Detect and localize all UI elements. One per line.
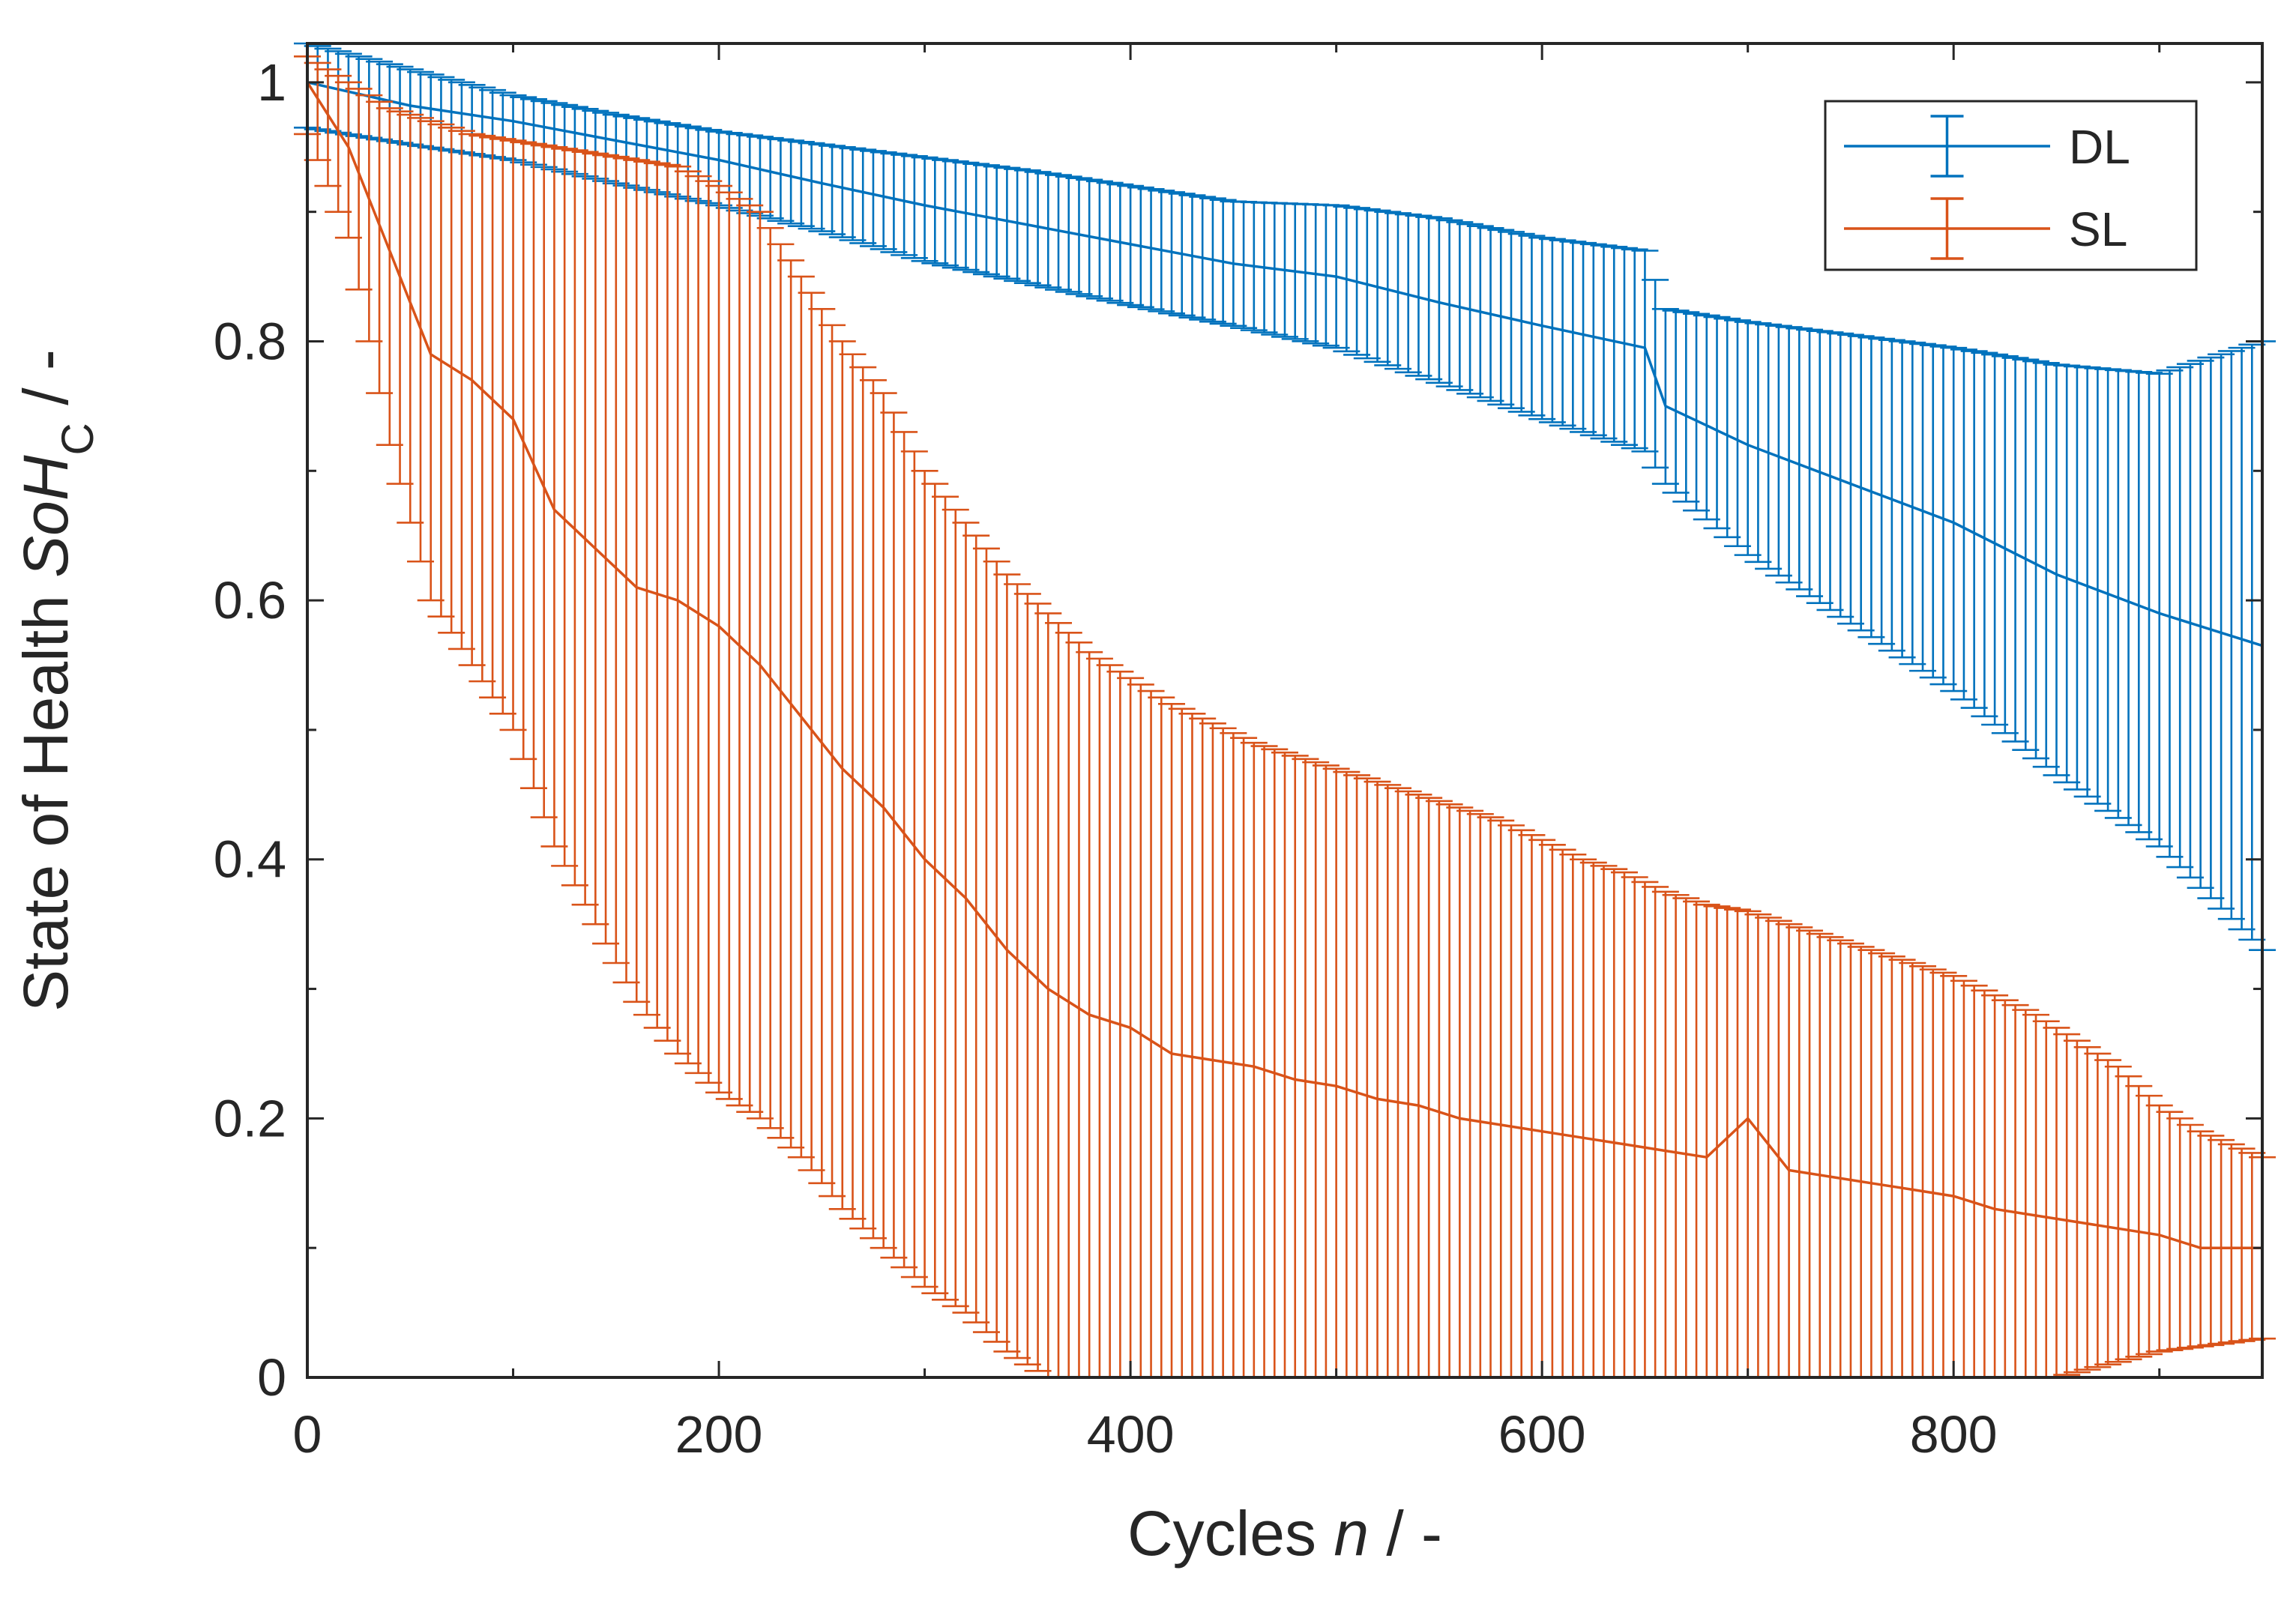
y-tick-label-1: 0.2 [214,1089,286,1147]
legend-swatch-dl [1844,115,2050,178]
y-tick-label-4: 0.8 [214,312,286,370]
series-sl-errorbars [294,55,2276,1379]
axes-ticks: 0 200 400 600 800 0 0.2 0.4 0.6 0.8 1 [214,43,2262,1464]
y-tick-label-0: 0 [257,1348,286,1407]
legend-label-dl: DL [2069,120,2130,174]
series-dl-line [307,81,2263,647]
x-tick-label-0: 0 [293,1405,322,1464]
x-tick-label-3: 600 [1498,1405,1586,1464]
legend-box [1824,100,2198,271]
y-tick-label-3: 0.6 [214,571,286,630]
legend: DL SL [1824,100,2198,271]
series-sl [294,55,2276,1379]
legend-entry-sl: SL [1844,197,2127,260]
legend-entry-dl: DL [1844,115,2130,178]
series-sl-line [306,81,2262,1249]
x-tick-label-2: 400 [1087,1405,1175,1464]
legend-swatch-sl [1844,197,2050,260]
series-layer [294,42,2276,1379]
y-tick-label-5: 1 [257,53,286,112]
x-tick-label-4: 800 [1910,1405,1998,1464]
y-tick-label-2: 0.4 [214,830,286,889]
y-axis-label: State of Health SoHC / - [10,349,103,1012]
plot-area-frame [306,42,2264,1379]
x-axis-label: Cycles n / - [1127,1498,1442,1569]
x-tick-label-1: 200 [675,1405,763,1464]
legend-label-sl: SL [2069,202,2127,256]
